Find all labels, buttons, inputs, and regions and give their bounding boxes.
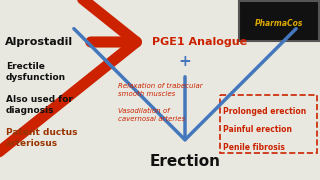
Text: Patent ductus
arteriosus: Patent ductus arteriosus	[6, 128, 77, 148]
FancyBboxPatch shape	[239, 1, 319, 41]
Text: Vasodilation of
cavernosal arteries: Vasodilation of cavernosal arteries	[118, 108, 185, 122]
Text: +: +	[179, 55, 191, 69]
Text: Prolonged erection: Prolonged erection	[223, 107, 306, 116]
Text: Relaxation of trabecular
smooth muscles: Relaxation of trabecular smooth muscles	[118, 83, 203, 97]
Text: Painful erection: Painful erection	[223, 125, 292, 134]
Text: PGE1 Analogue: PGE1 Analogue	[152, 37, 247, 47]
Text: Also used for
diagnosis: Also used for diagnosis	[6, 95, 73, 115]
Text: Erectile
dysfunction: Erectile dysfunction	[6, 62, 66, 82]
Text: Erection: Erection	[149, 154, 220, 170]
Text: PharmaCos: PharmaCos	[255, 19, 303, 28]
Text: Alprostadil: Alprostadil	[5, 37, 73, 47]
Text: Penile fibrosis: Penile fibrosis	[223, 143, 285, 152]
